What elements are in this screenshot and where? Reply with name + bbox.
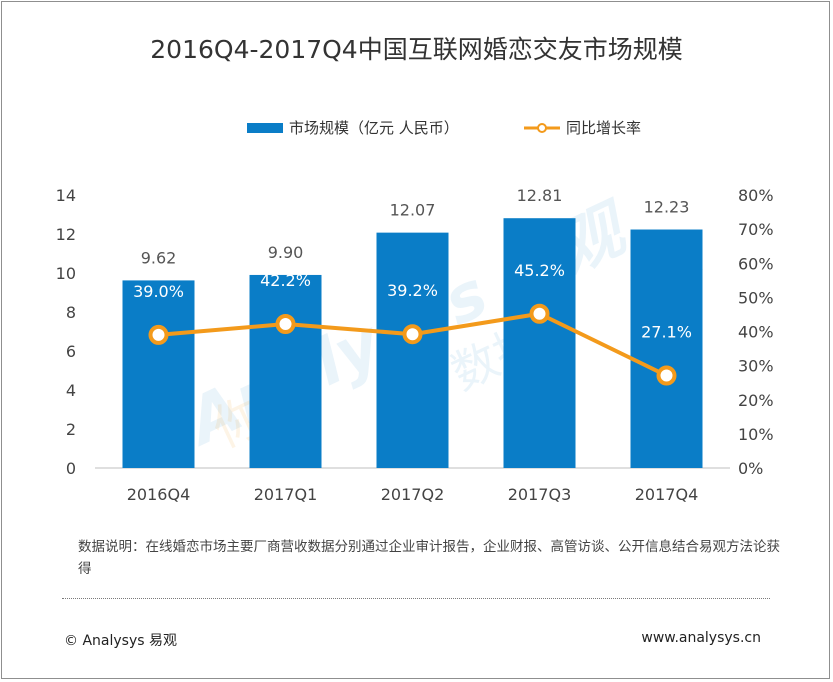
x-tick-label: 2017Q4 [635,485,699,504]
bar [376,232,449,468]
y-right-tick-label: 10% [738,425,774,444]
growth-value-label: 45.2% [514,261,565,280]
y-right-tick-label: 60% [738,254,774,273]
growth-point [529,303,550,324]
bar-value-label: 12.81 [517,186,563,205]
data-labels: 9.62 9.90 12.07 12.81 12.23 39.0% 42.2% 39.2% 45… [133,186,692,341]
legend: 市场规模（亿元 人民币） 同比增长率 [247,119,641,137]
bar [122,280,195,468]
growth-point [275,313,296,334]
legend-label-line: 同比增长率 [566,119,641,137]
growth-value-label: 27.1% [641,323,692,342]
y-right-tick-label: 40% [738,323,774,342]
legend-label-bar: 市场规模（亿元 人民币） [289,119,459,137]
x-tick-label: 2017Q2 [381,485,445,504]
footer-website: www.analysys.cn [641,630,761,646]
growth-point [656,365,677,386]
bar-value-label: 12.23 [644,198,690,217]
bar [249,274,322,468]
y-right-tick-label: 30% [738,357,774,376]
chart-title: 2016Q4-2017Q4中国互联网婚恋交友市场规模 [150,35,683,64]
x-tick-label: 2017Q1 [254,485,318,504]
footer-copyright: © Analysys 易观 [64,633,177,649]
bar-value-label: 12.07 [390,201,436,220]
growth-value-label: 42.2% [260,271,311,290]
y-right-tick-label: 50% [738,288,774,307]
y-left-tick-label: 10 [56,264,76,283]
growth-point [148,324,169,345]
legend-swatch-marker [537,123,547,133]
y-right-tick-label: 70% [738,220,774,239]
growth-point [402,324,423,345]
x-tick-label: 2017Q3 [508,485,572,504]
legend-swatch-bar [247,123,283,133]
y-left-tick-label: 8 [66,303,76,322]
y-left-tick-label: 0 [66,459,76,478]
y-left-tick-label: 2 [66,420,76,439]
y-left-tick-label: 4 [66,381,76,400]
data-note: 数据说明：在线婚恋市场主要厂商营收数据分别通过企业审计报告，企业财报、高管访谈、… [78,539,780,577]
bars [122,218,703,468]
divider [62,598,770,599]
bar-value-label: 9.62 [141,248,177,267]
y-left-tick-label: 12 [56,225,76,244]
y-left-tick-label: 6 [66,342,76,361]
y-right-tick-label: 80% [738,186,774,205]
bar-value-label: 9.90 [268,243,304,262]
x-tick-label: 2016Q4 [127,485,191,504]
growth-value-label: 39.0% [133,282,184,301]
growth-value-label: 39.2% [387,281,438,300]
y-right-tick-label: 0% [738,459,763,478]
growth-line [148,303,677,386]
bar [630,229,703,468]
y-right-tick-label: 20% [738,391,774,410]
bar [503,218,576,468]
y-left-tick-label: 14 [56,186,76,205]
